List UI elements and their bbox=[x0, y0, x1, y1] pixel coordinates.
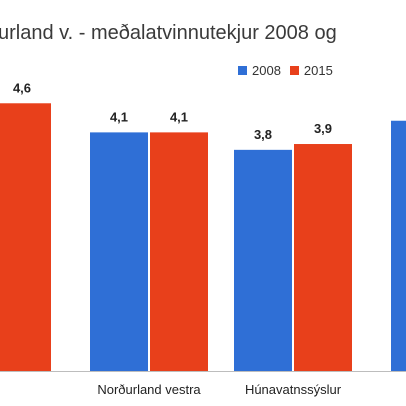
data-label-2015-2: 3,9 bbox=[314, 121, 332, 136]
bar-2008-2 bbox=[234, 149, 292, 371]
category-label-2: Húnavatnssýslur bbox=[245, 382, 342, 397]
bar-2015-1 bbox=[150, 132, 208, 371]
data-label-2015-1: 4,1 bbox=[170, 109, 188, 124]
legend-label-2008: 2008 bbox=[252, 63, 281, 78]
legend-item-2008: 2008 bbox=[238, 63, 281, 78]
category-label-1: Norðurland vestra bbox=[97, 382, 201, 397]
data-label-2008-2: 3,8 bbox=[254, 127, 272, 142]
data-label-2015-0: 4,6 bbox=[13, 80, 31, 95]
legend-swatch-2015 bbox=[289, 66, 299, 75]
data-label-2008-1: 4,1 bbox=[110, 109, 128, 124]
bar-2015-2 bbox=[294, 144, 352, 371]
bar-2015-0 bbox=[0, 103, 51, 371]
legend-item-2015: 2015 bbox=[289, 63, 333, 78]
legend-swatch-2008 bbox=[238, 66, 247, 75]
chart-title: urland v. - meðalatvinnutekjur 2008 og bbox=[0, 22, 337, 44]
bar-2008-3 bbox=[391, 120, 406, 372]
legend: 2008 2015 bbox=[238, 63, 342, 78]
bar-2008-1 bbox=[90, 132, 148, 371]
legend-label-2015: 2015 bbox=[303, 63, 333, 78]
